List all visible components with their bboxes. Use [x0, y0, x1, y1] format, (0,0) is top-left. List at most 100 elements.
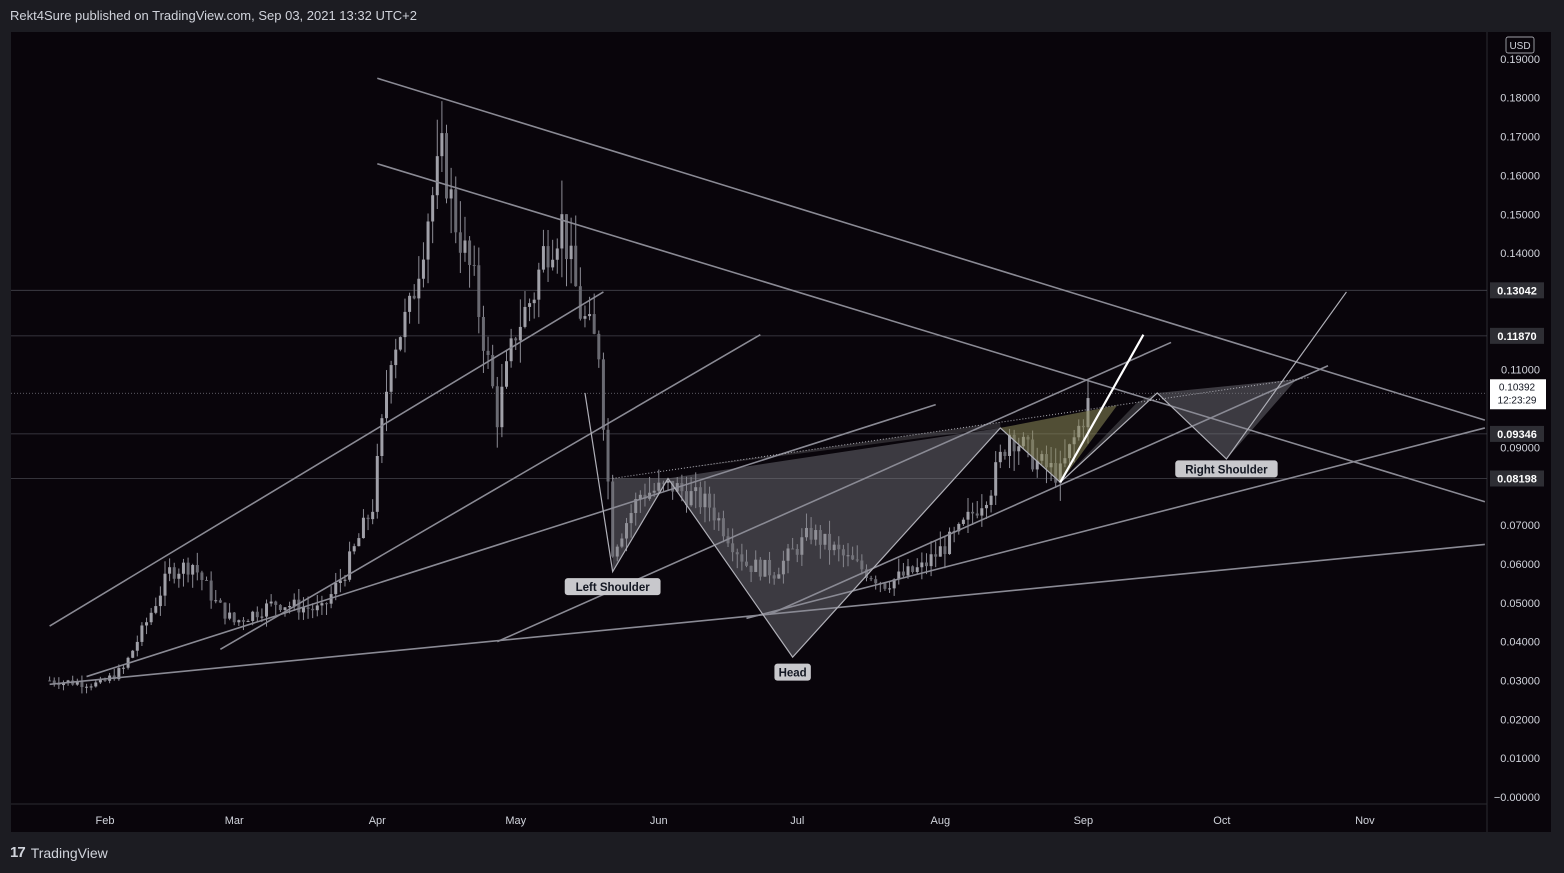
candle-body [66, 680, 70, 683]
candle-body [814, 530, 818, 540]
candle-body [398, 337, 402, 350]
tradingview-logo-icon: 17 [10, 844, 26, 861]
candle-body [546, 246, 550, 268]
candle-body [998, 451, 1002, 463]
candle-body [265, 603, 269, 617]
candle-body [597, 333, 601, 360]
candle-body [763, 559, 767, 577]
candle-body [140, 625, 144, 642]
candle-body [606, 429, 610, 482]
candle-body [689, 491, 693, 506]
price-level-tag [1490, 470, 1544, 487]
candle-body [569, 245, 573, 260]
annotation-label-box [564, 578, 661, 596]
candle-body [735, 552, 739, 555]
currency-badge [1505, 36, 1535, 54]
x-tick-label: Jul [790, 815, 804, 827]
candle-body [717, 518, 721, 521]
candle-body [121, 667, 125, 669]
candle-body [703, 493, 707, 508]
candle-body [237, 620, 241, 623]
candle-body [837, 544, 841, 550]
candle-body [966, 511, 970, 520]
candle-body [846, 555, 850, 557]
candle-body [832, 544, 836, 551]
currency-label: USD [1509, 41, 1530, 52]
candle-body [191, 564, 195, 575]
annotation-label: Right Shoulder [1185, 464, 1268, 476]
candle-body [800, 537, 804, 555]
candle-body [491, 354, 495, 387]
candle-body [657, 482, 661, 491]
candle-body [200, 572, 204, 580]
trend-line [377, 162, 1486, 503]
candle-body [975, 513, 979, 516]
candle-body [241, 620, 245, 622]
price-level-label: 0.08198 [1497, 474, 1537, 486]
candle-body [149, 612, 153, 623]
candle-body [426, 221, 430, 260]
candle-body [929, 554, 933, 567]
candle-body [255, 611, 259, 618]
candle-body [698, 487, 702, 508]
tradingview-logo-text: TradingView [30, 844, 108, 861]
candle-body [408, 295, 412, 312]
candle-body [431, 195, 435, 222]
candle-body [768, 559, 772, 576]
candle-body [989, 495, 993, 505]
candle-body [588, 314, 592, 317]
candle-body [901, 571, 905, 576]
candle-body [560, 214, 564, 249]
candle-body [864, 569, 868, 579]
candle-body [177, 573, 181, 579]
y-tick-label: 0.09000 [1500, 442, 1540, 454]
candle-body [532, 299, 536, 304]
candle-body [915, 567, 919, 572]
candle-body [375, 456, 379, 512]
candle-body [348, 551, 352, 580]
price-level-label: 0.13042 [1497, 285, 1537, 297]
candle-body [851, 555, 855, 560]
candle-body [145, 622, 149, 626]
candle-body [795, 548, 799, 555]
y-tick-label: 0.17000 [1500, 132, 1540, 144]
candle-body [158, 595, 162, 607]
candle-body [232, 612, 236, 623]
trend-line [219, 333, 761, 651]
candle-body [906, 566, 910, 576]
candle-body [786, 548, 790, 561]
candle-body [869, 578, 873, 580]
candle-body [684, 491, 688, 506]
candle-body [301, 607, 305, 613]
price-level-tag [1490, 425, 1544, 442]
annotation-label-box [1175, 460, 1278, 478]
x-tick-label: Feb [96, 815, 115, 827]
candle-body [615, 546, 619, 557]
y-tick-label: 0.06000 [1500, 559, 1540, 571]
candle-body [85, 686, 89, 688]
candle-body [186, 562, 190, 575]
candle-body [260, 616, 264, 618]
candle-body [809, 527, 813, 540]
candle-body [1012, 434, 1016, 452]
y-tick-label: 0.14000 [1500, 248, 1540, 260]
candle-body [1008, 434, 1012, 456]
trend-line [49, 543, 1485, 686]
candle-body [320, 603, 324, 606]
candle-body [971, 511, 975, 514]
candle-body [652, 490, 656, 493]
candle-body [551, 259, 555, 268]
candle-body [541, 246, 545, 270]
y-tick-label: 0.02000 [1500, 714, 1540, 726]
x-tick-label: Oct [1213, 815, 1230, 827]
x-tick-label: Mar [225, 815, 244, 827]
candle-body [518, 326, 522, 341]
candle-body [772, 575, 776, 579]
candle-body [749, 565, 753, 572]
candle-body [643, 494, 647, 499]
candle-body [994, 462, 998, 496]
candle-body [131, 650, 135, 658]
candle-body [89, 686, 93, 688]
y-tick-label: 0.07000 [1500, 520, 1540, 532]
